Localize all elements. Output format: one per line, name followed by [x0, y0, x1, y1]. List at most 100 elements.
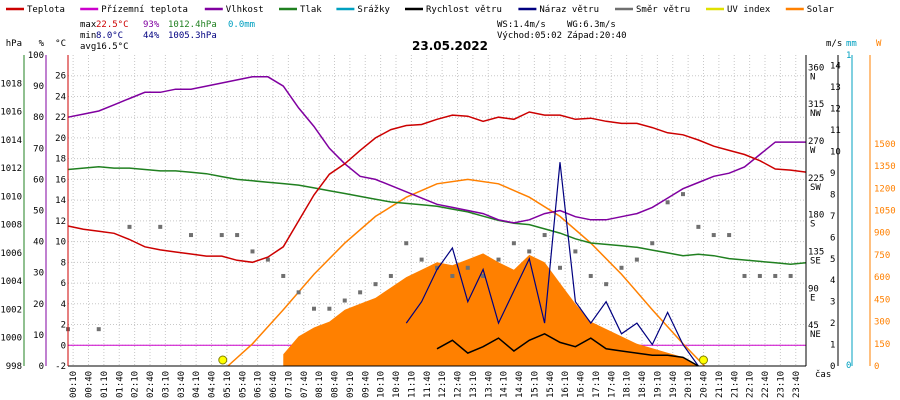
direction-tick: 180 — [808, 211, 824, 221]
hpa-axis-tick: 1006 — [0, 249, 22, 259]
wind-direction-point — [96, 327, 101, 332]
legend-label: Vlhkost — [226, 5, 264, 15]
hpa-axis-tick: 1016 — [0, 108, 22, 118]
legend-label: Náraz větru — [539, 5, 599, 15]
time-tick: 18:40 — [638, 371, 648, 398]
time-tick: 20:40 — [700, 371, 710, 398]
axes: 9981000100210041006100810101012101410161… — [0, 39, 895, 398]
time-tick: 23:10 — [776, 371, 786, 398]
wind-direction-point — [650, 241, 655, 246]
time-tick: 13:10 — [469, 371, 479, 398]
time-tick: 11:10 — [407, 371, 417, 398]
wind-direction-point — [373, 282, 378, 287]
stat-min-label: min — [80, 31, 96, 41]
ms-axis-tick: 5 — [830, 255, 835, 265]
solar-axis-tick: 0 — [874, 362, 879, 372]
ms-axis-tick: 8 — [830, 190, 835, 200]
ms-axis-tick: 14 — [830, 62, 841, 72]
time-tick: 09:40 — [361, 371, 371, 398]
direction-tick-label: S — [810, 220, 815, 230]
time-tick: 17:10 — [592, 371, 602, 398]
time-tick: 04:10 — [192, 371, 202, 398]
wind-direction-point — [158, 224, 163, 229]
wind-direction-point — [511, 241, 516, 246]
temp-axis-tick: 4 — [61, 300, 66, 310]
temp-axis-tick: 18 — [55, 155, 66, 165]
wind-direction-point — [788, 273, 793, 278]
wind-direction-point — [235, 233, 240, 238]
legend: Teplota Přízemní teplota Vlhkost Tlak Srážky… — [6, 5, 834, 15]
hpa-axis-tick: 1004 — [0, 277, 22, 287]
stat-max-label: max — [80, 20, 97, 30]
humidity-axis-tick: 90 — [33, 82, 44, 92]
time-tick: 05:10 — [223, 371, 233, 398]
temp-axis-tick: 8 — [61, 258, 66, 268]
wind-direction-point — [527, 249, 532, 254]
wind-direction-point — [773, 273, 778, 278]
stat-max-temp: 22.5°C — [96, 20, 129, 30]
grid — [68, 55, 806, 367]
direction-tick-label: NE — [810, 330, 821, 340]
ms-axis-tick: 3 — [830, 298, 835, 308]
percent-unit: % — [39, 39, 45, 49]
time-tick: 06:40 — [269, 371, 279, 398]
ms-axis-tick: 9 — [830, 169, 835, 179]
temp-axis-tick: 20 — [55, 134, 66, 144]
wind-direction-point — [727, 233, 732, 238]
stat-sunset: Západ:20:40 — [567, 31, 627, 41]
stat-max-rain: 0.0mm — [228, 20, 255, 30]
time-tick: 07:40 — [300, 371, 310, 398]
wind-direction-point — [665, 200, 670, 205]
wind-direction-point — [542, 233, 547, 238]
temp-axis-tick: 12 — [55, 217, 66, 227]
ms-axis-tick: 1 — [830, 341, 835, 351]
time-tick: 22:40 — [761, 371, 771, 398]
time-tick: 07:10 — [284, 371, 294, 398]
temp-axis-tick: 26 — [55, 72, 66, 82]
temp-axis-tick: 6 — [61, 279, 66, 289]
time-tick: 00:10 — [69, 371, 79, 398]
wind-direction-point — [127, 224, 132, 229]
legend-label: UV index — [727, 5, 771, 15]
time-tick: 13:40 — [484, 371, 494, 398]
solar-axis-tick: 1050 — [874, 207, 896, 217]
stat-min-hum: 44% — [143, 31, 160, 41]
direction-tick: 225 — [808, 174, 824, 184]
temp-axis-tick: 14 — [55, 196, 66, 206]
time-tick: 01:40 — [115, 371, 125, 398]
time-tick: 22:10 — [746, 371, 756, 398]
hpa-axis-tick: 1002 — [0, 305, 22, 315]
temp-axis-tick: 2 — [61, 321, 66, 331]
legend-label: Tlak — [300, 5, 322, 15]
wind-direction-point — [742, 273, 747, 278]
hpa-unit: hPa — [6, 39, 22, 49]
hpa-axis-tick: 1014 — [0, 136, 22, 146]
hpa-axis-tick: 1010 — [0, 192, 22, 202]
legend-label: Rychlost větru — [426, 5, 502, 15]
time-tick: 04:40 — [208, 371, 218, 398]
humidity-axis-tick: 40 — [33, 238, 44, 248]
stat-sunrise: Východ:05:02 — [497, 31, 562, 41]
time-tick: 12:40 — [454, 371, 464, 398]
wind-direction-point — [296, 290, 301, 295]
ms-axis-tick: 4 — [830, 276, 835, 286]
solar-axis-tick: 1500 — [874, 140, 896, 150]
legend-label: Přízemní teplota — [101, 5, 188, 15]
time-tick: 12:10 — [438, 371, 448, 398]
time-tick: 18:10 — [623, 371, 633, 398]
wind-direction-point — [219, 233, 224, 238]
time-tick: 17:40 — [607, 371, 617, 398]
time-tick: 15:10 — [530, 371, 540, 398]
temp-axis-tick: 16 — [55, 175, 66, 185]
ms-axis-tick: 12 — [830, 105, 841, 115]
humidity-axis-tick: 80 — [33, 113, 44, 123]
wind-direction-point — [281, 273, 286, 278]
solar-curve-line — [227, 178, 706, 367]
hpa-axis-tick: 1000 — [0, 334, 22, 344]
time-tick: 21:40 — [730, 371, 740, 398]
wind-direction-point — [588, 273, 593, 278]
direction-tick-label: E — [810, 293, 815, 303]
wind-direction-point — [619, 265, 624, 270]
ms-axis-tick: 10 — [830, 148, 841, 158]
